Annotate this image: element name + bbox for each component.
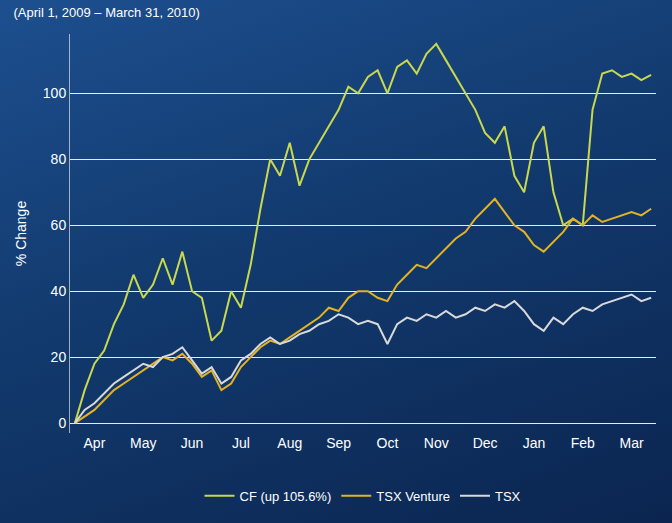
svg-text:Jun: Jun	[181, 435, 204, 451]
svg-text:Oct: Oct	[377, 435, 399, 451]
svg-text:Jan: Jan	[523, 435, 546, 451]
svg-text:80: 80	[51, 151, 67, 167]
svg-text:Feb: Feb	[571, 435, 595, 451]
svg-text:Sep: Sep	[326, 435, 351, 451]
svg-text:% Change: % Change	[13, 201, 29, 267]
svg-text:Aug: Aug	[277, 435, 302, 451]
svg-text:60: 60	[51, 217, 67, 233]
svg-text:CF (up 105.6%): CF (up 105.6%)	[240, 489, 332, 504]
svg-text:May: May	[130, 435, 156, 451]
svg-text:TSX: TSX	[495, 489, 521, 504]
svg-text:100: 100	[43, 85, 67, 101]
svg-text:Mar: Mar	[620, 435, 644, 451]
svg-text:0: 0	[58, 415, 66, 431]
svg-text:20: 20	[51, 349, 67, 365]
svg-text:40: 40	[51, 283, 67, 299]
svg-text:Apr: Apr	[84, 435, 106, 451]
svg-text:TSX Venture: TSX Venture	[376, 489, 450, 504]
svg-text:Jul: Jul	[232, 435, 250, 451]
svg-text:(April 1, 2009 – March 31, 201: (April 1, 2009 – March 31, 2010)	[13, 5, 199, 20]
svg-text:Dec: Dec	[473, 435, 498, 451]
svg-text:Nov: Nov	[424, 435, 449, 451]
